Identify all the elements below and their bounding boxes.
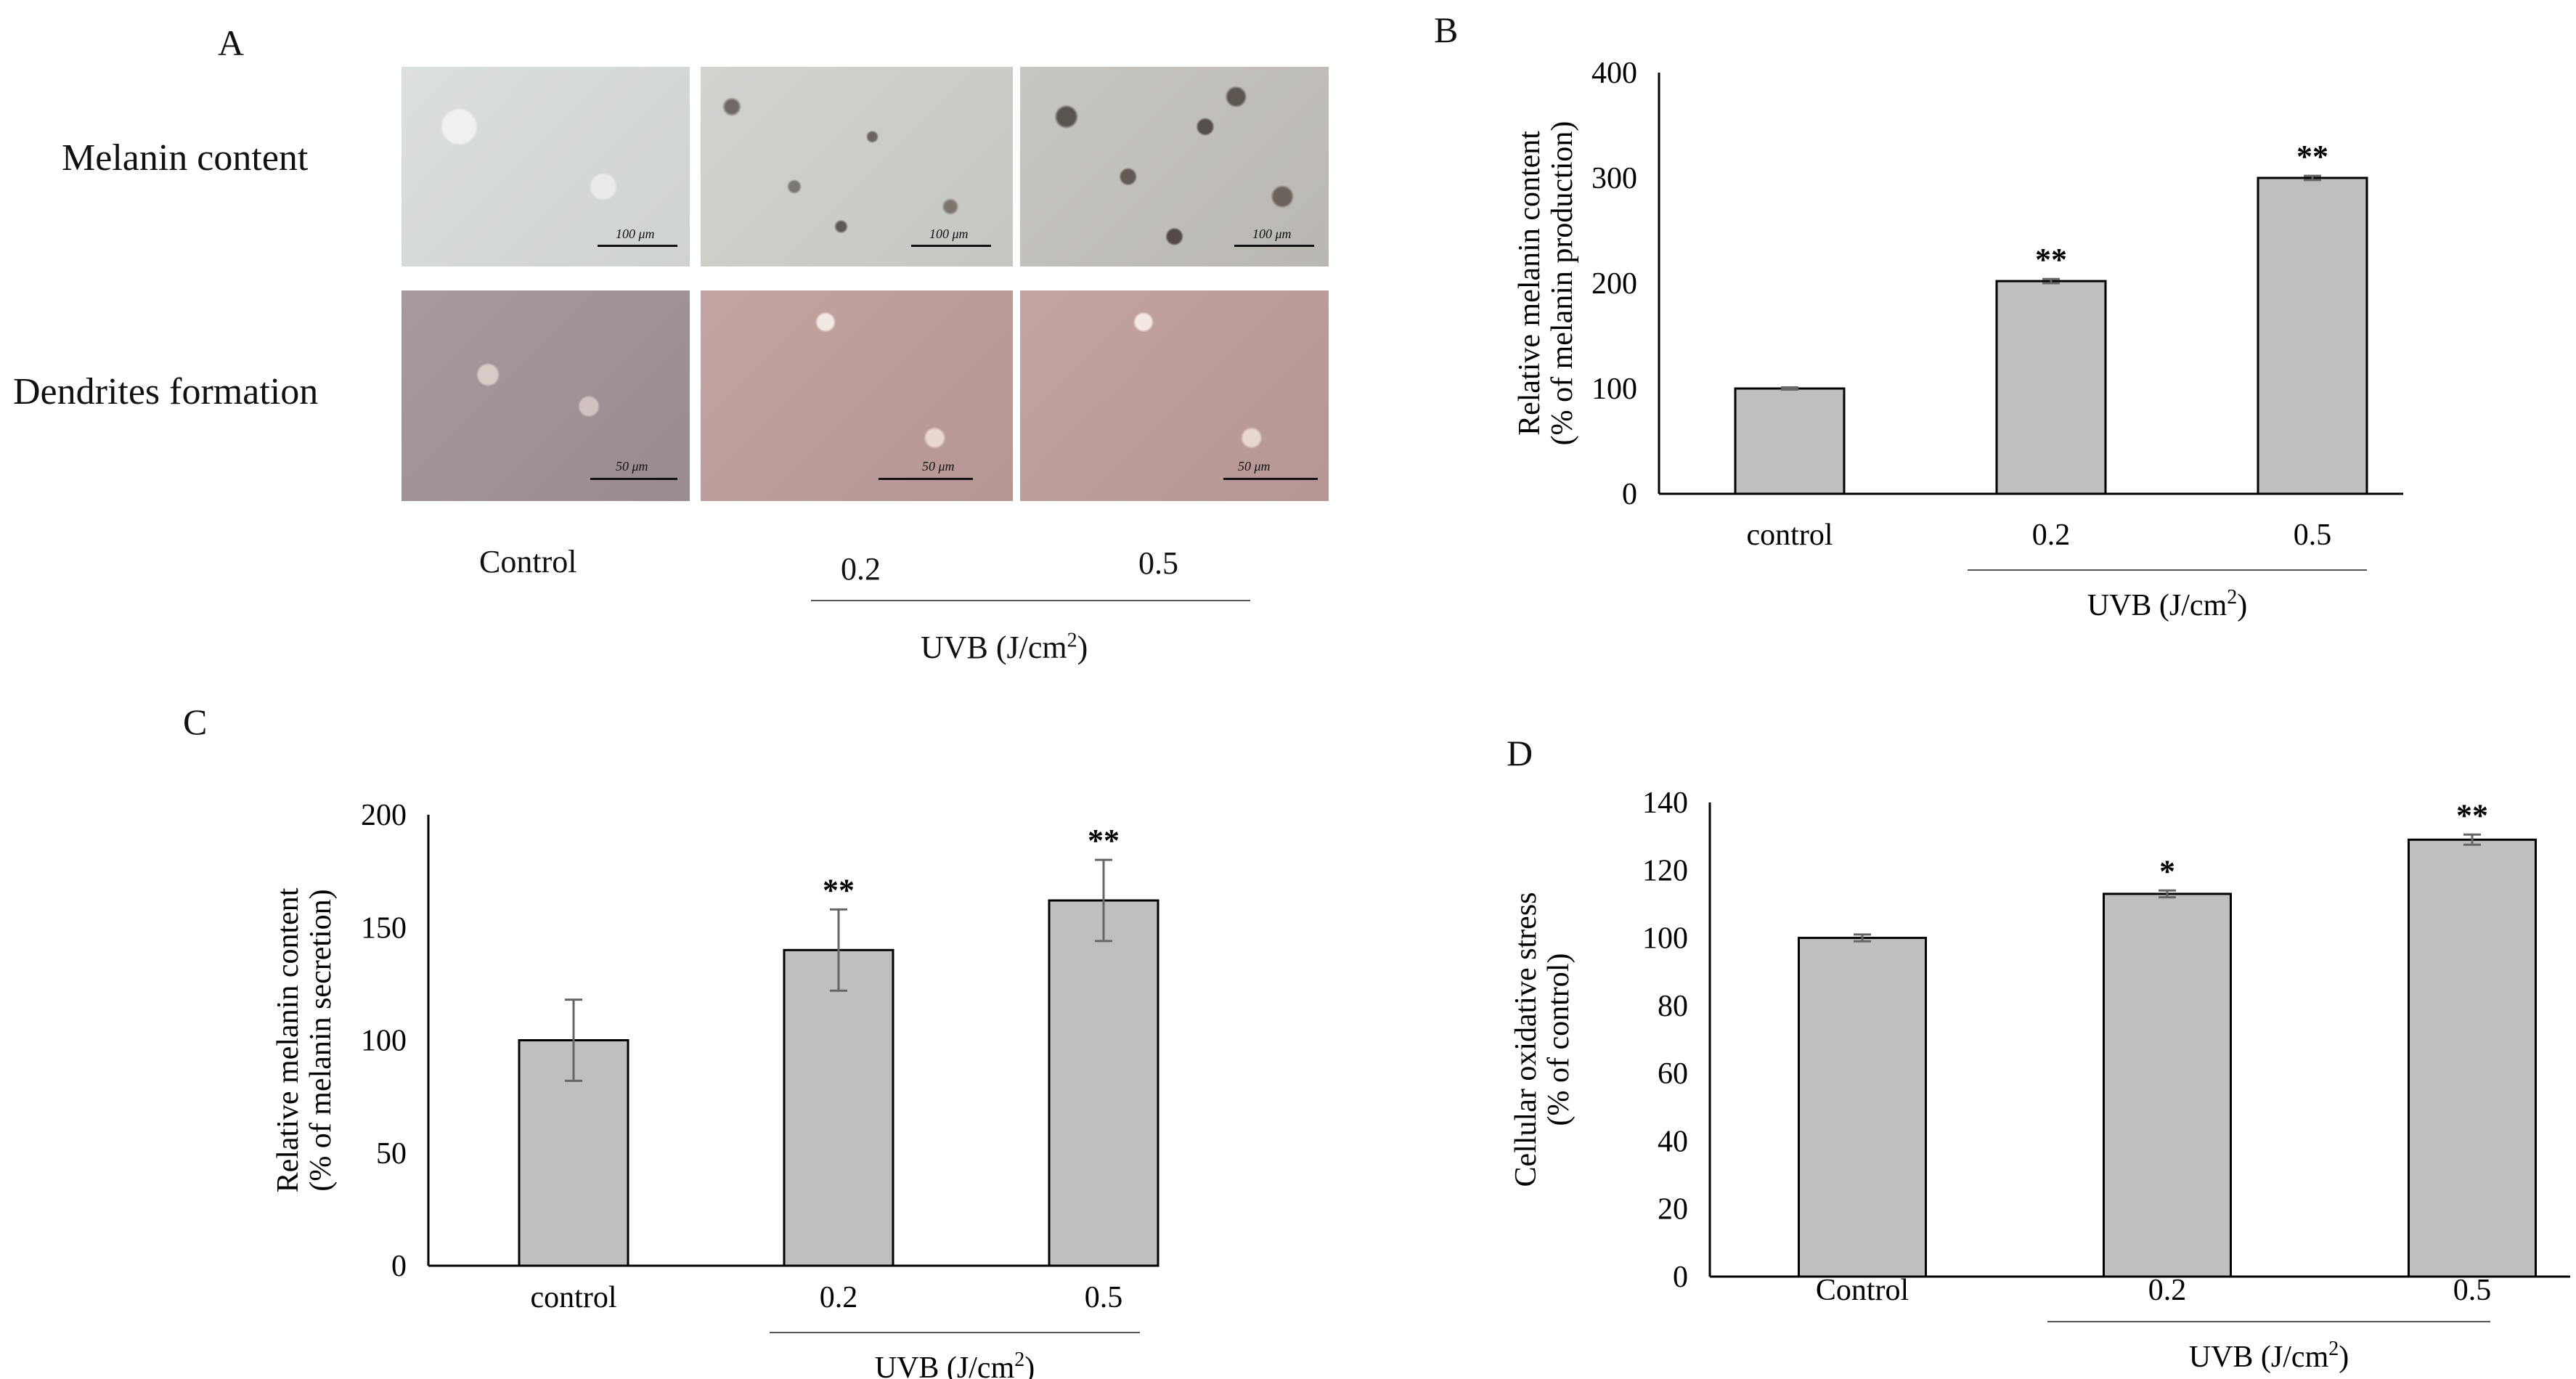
y-tick-label: 0 bbox=[1673, 1261, 1688, 1294]
uvb-axis-label: UVB (J/cm2) bbox=[2087, 586, 2248, 622]
y-tick-label: 60 bbox=[1658, 1057, 1688, 1091]
x-tick-label: 0.2 bbox=[820, 1281, 858, 1314]
bar-Control bbox=[1798, 937, 1927, 1278]
significance-marker: ** bbox=[2456, 797, 2488, 833]
y-tick-label: 50 bbox=[376, 1137, 407, 1171]
bar-0.2 bbox=[1995, 280, 2107, 495]
y-tick-label: 120 bbox=[1642, 854, 1688, 887]
condition-label-0-2: 0.2 bbox=[841, 551, 881, 587]
x-tick-label: Control bbox=[1816, 1274, 1909, 1307]
significance-marker: ** bbox=[823, 872, 855, 908]
scale-bar-label: 100 μm bbox=[616, 227, 655, 241]
x-tick-label: 0.5 bbox=[1085, 1281, 1123, 1314]
y-tick-label: 400 bbox=[1591, 57, 1637, 90]
x-tick-label: 0.2 bbox=[2032, 518, 2071, 552]
y-axis-label-units: (% of control) bbox=[1542, 953, 1576, 1126]
y-tick-label: 150 bbox=[361, 911, 407, 945]
y-axis-label-units: (% of melanin production) bbox=[1546, 121, 1579, 446]
panel-d-letter: D bbox=[1507, 733, 1533, 773]
condition-label-0-5: 0.5 bbox=[1138, 545, 1178, 581]
y-tick-label: 100 bbox=[361, 1025, 407, 1058]
panel-a-letter: A bbox=[218, 23, 245, 63]
y-tick-label: 200 bbox=[361, 799, 407, 832]
bar-0.2 bbox=[783, 948, 894, 1267]
scale-bar-label: 50 μm bbox=[616, 459, 648, 473]
y-axis-label: Relative melanin content bbox=[1513, 131, 1546, 436]
x-tick-label: 0.2 bbox=[2148, 1274, 2187, 1307]
scale-bar-label: 50 μm bbox=[922, 459, 955, 473]
y-tick-label: 40 bbox=[1658, 1125, 1688, 1158]
y-axis-label: Relative melanin content bbox=[272, 887, 305, 1192]
y-tick-label: 0 bbox=[391, 1250, 407, 1283]
y-tick-label: 200 bbox=[1591, 267, 1637, 301]
y-axis-label-units: (% of melanin secretion) bbox=[304, 889, 338, 1191]
uvb-axis-label: UVB (J/cm2) bbox=[921, 629, 1088, 665]
micrograph-melanin-0-5: 100 μm bbox=[1020, 67, 1329, 267]
micrograph-dendrites-0-2: 50 μm bbox=[701, 290, 1013, 501]
y-axis-label: Cellular oxidative stress bbox=[1509, 892, 1543, 1187]
micrograph-dendrites-0-5: 50 μm bbox=[1020, 290, 1329, 501]
y-tick-label: 140 bbox=[1642, 786, 1688, 820]
bar-0.5 bbox=[2408, 838, 2537, 1278]
micrograph-melanin-control: 100 μm bbox=[402, 67, 690, 267]
uvb-group-line bbox=[811, 600, 1250, 601]
condition-label-control: Control bbox=[479, 544, 577, 579]
scale-bar-label: 100 μm bbox=[929, 227, 969, 241]
chart-b: 0 100 200 300 400 Relative melanin content (% … bbox=[1513, 57, 2403, 622]
x-tick-label: control bbox=[1747, 518, 1833, 552]
uvb-axis-label: UVB (J/cm2) bbox=[2189, 1338, 2349, 1374]
uvb-axis-label: UVB (J/cm2) bbox=[875, 1349, 1035, 1379]
row-label-melanin-content: Melanin content bbox=[62, 137, 309, 179]
y-tick-label: 0 bbox=[1622, 478, 1637, 511]
bar-0.5 bbox=[2257, 176, 2368, 495]
chart-d: 0 20 40 60 80 100 120 140 Cellular oxidative str… bbox=[1509, 786, 2570, 1374]
scale-bar-label: 100 μm bbox=[1252, 227, 1292, 241]
row-label-dendrites-formation: Dendrites formation bbox=[13, 371, 319, 412]
chart-c: 0 50 100 150 200 Relative melanin content (% o… bbox=[272, 799, 1159, 1379]
panel-b-letter: B bbox=[1434, 9, 1459, 50]
bar-0.5 bbox=[1048, 899, 1159, 1267]
x-tick-label: control bbox=[531, 1281, 617, 1314]
panel-c-letter: C bbox=[183, 701, 208, 742]
x-tick-label: 0.5 bbox=[2294, 518, 2332, 552]
x-tick-label: 0.5 bbox=[2453, 1274, 2492, 1307]
y-tick-label: 100 bbox=[1642, 922, 1688, 956]
bar-control bbox=[1734, 387, 1846, 495]
micrograph-melanin-0-2: 100 μm bbox=[701, 67, 1013, 267]
significance-marker: ** bbox=[2035, 242, 2067, 277]
bar-0.2 bbox=[2103, 892, 2232, 1278]
y-tick-label: 100 bbox=[1591, 373, 1637, 406]
significance-marker: ** bbox=[1088, 823, 1120, 858]
scale-bar-label: 50 μm bbox=[1238, 459, 1271, 473]
y-tick-label: 20 bbox=[1658, 1193, 1688, 1227]
significance-marker: ** bbox=[2296, 139, 2328, 174]
significance-marker: * bbox=[2159, 853, 2175, 889]
y-tick-label: 80 bbox=[1658, 990, 1688, 1023]
y-tick-label: 300 bbox=[1591, 162, 1637, 195]
micrograph-dendrites-control: 50 μm bbox=[402, 290, 690, 501]
